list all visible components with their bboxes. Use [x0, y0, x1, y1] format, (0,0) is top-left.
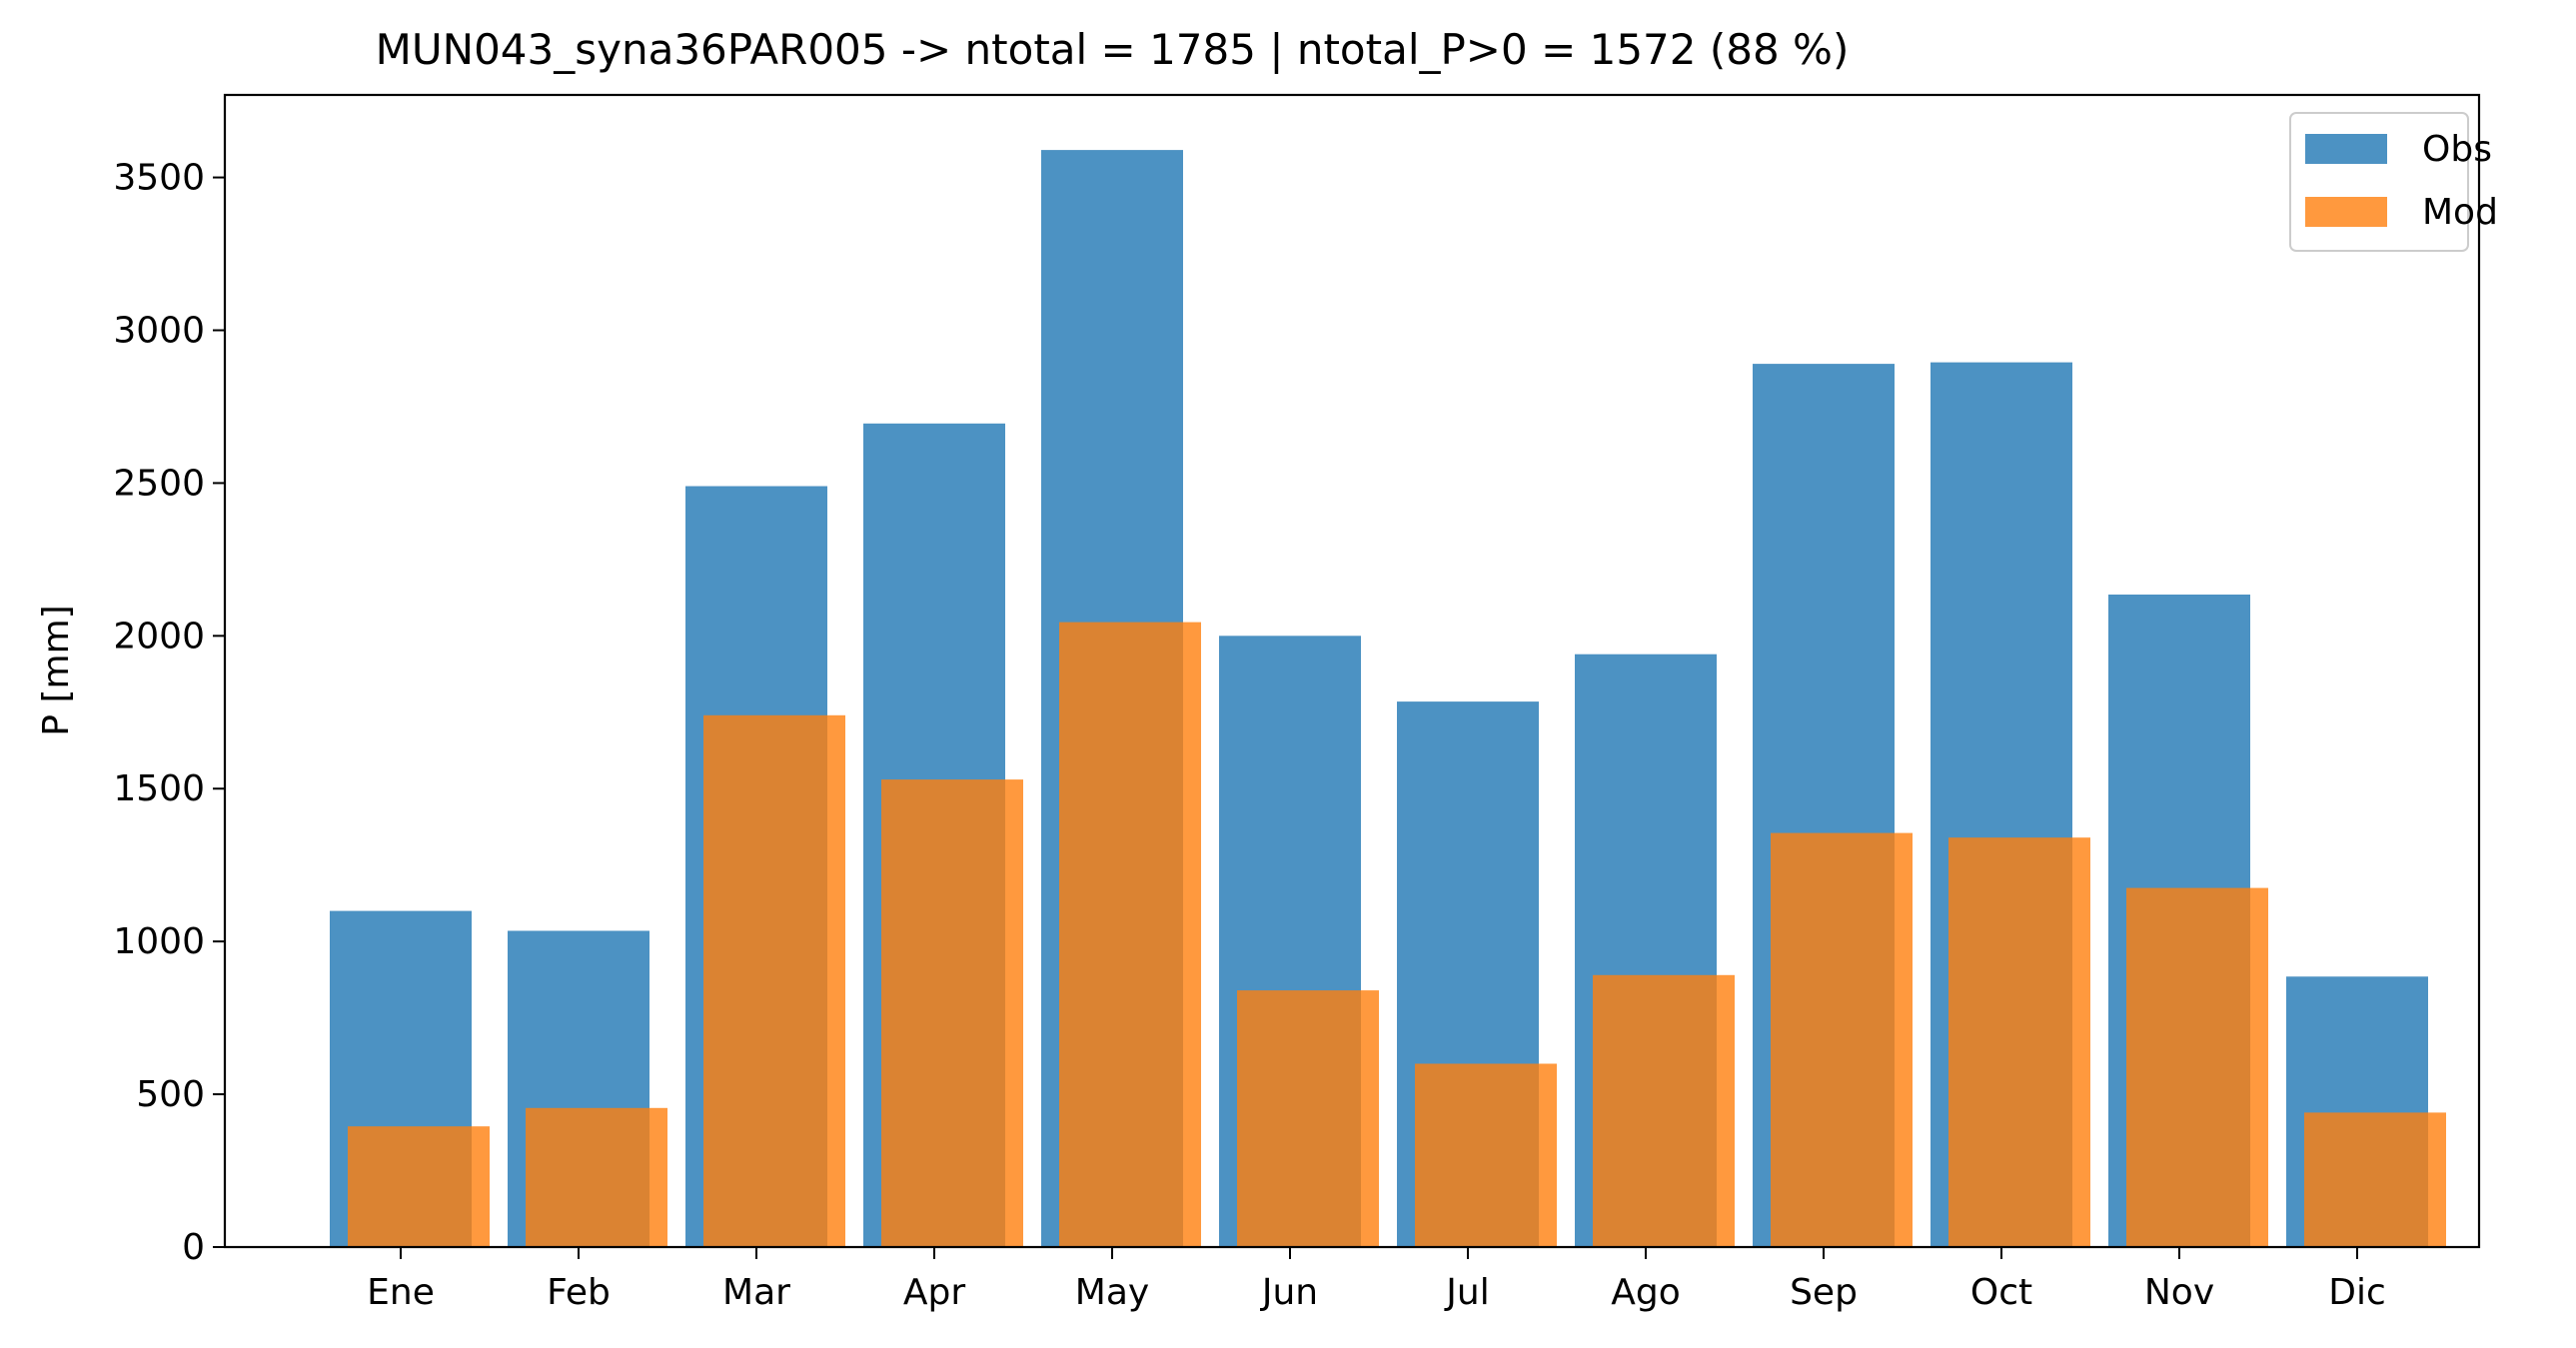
y-axis-ticks: 0 500 1000 1500 2000 2500 3000 3500	[113, 158, 225, 1268]
y-tick-label: 2500	[113, 463, 205, 504]
bar-mod-dic	[2304, 1112, 2446, 1247]
x-tick-label-ago: Ago	[1611, 1272, 1681, 1313]
legend-swatch-mod	[2305, 197, 2387, 227]
y-tick-label: 3500	[113, 158, 205, 199]
bars-layer	[330, 150, 2446, 1248]
y-tick-label: 3000	[113, 310, 205, 351]
legend-label-obs: Obs	[2422, 129, 2492, 170]
bar-mod-ene	[348, 1126, 490, 1247]
x-tick-label-dic: Dic	[2328, 1272, 2386, 1313]
bar-mod-jun	[1237, 990, 1379, 1247]
y-tick-label: 0	[182, 1227, 205, 1268]
bar-mod-may	[1059, 622, 1201, 1247]
x-tick-label-sep: Sep	[1790, 1272, 1858, 1313]
bar-mod-nov	[2126, 887, 2268, 1247]
bar-mod-feb	[526, 1107, 667, 1247]
y-tick-label: 2000	[113, 616, 205, 657]
x-tick-label-jun: Jun	[1260, 1272, 1318, 1313]
x-tick-label-apr: Apr	[903, 1272, 965, 1313]
y-tick-label: 500	[136, 1074, 205, 1115]
legend: Obs Mod	[2289, 112, 2498, 252]
x-tick-label-jul: Jul	[1444, 1272, 1489, 1313]
y-tick-label: 1000	[113, 921, 205, 962]
y-tick-label: 1500	[113, 768, 205, 809]
x-tick-label-ene: Ene	[367, 1272, 435, 1313]
x-tick-label-nov: Nov	[2144, 1272, 2214, 1313]
chart-title: MUN043_syna36PAR005 -> ntotal = 1785 | n…	[376, 25, 1850, 74]
legend-label-mod: Mod	[2422, 192, 2498, 233]
x-tick-label-oct: Oct	[1970, 1272, 2032, 1313]
bar-mod-sep	[1771, 832, 1913, 1247]
y-axis-label: P [mm]	[36, 605, 77, 735]
bar-mod-jul	[1415, 1063, 1557, 1247]
bar-mod-oct	[1948, 837, 2090, 1247]
x-tick-label-mar: Mar	[722, 1272, 790, 1313]
bar-mod-apr	[881, 779, 1023, 1247]
plot-frame	[223, 93, 2481, 1249]
x-axis-ticks: Ene Feb Mar Apr May Jun Jul Ago Sep Oct Nov Dic	[367, 1247, 2386, 1313]
x-tick-label-feb: Feb	[547, 1272, 611, 1313]
bar-mod-ago	[1593, 974, 1735, 1247]
legend-swatch-obs	[2305, 134, 2387, 164]
bar-mod-mar	[703, 714, 845, 1247]
x-tick-label-may: May	[1075, 1272, 1149, 1313]
